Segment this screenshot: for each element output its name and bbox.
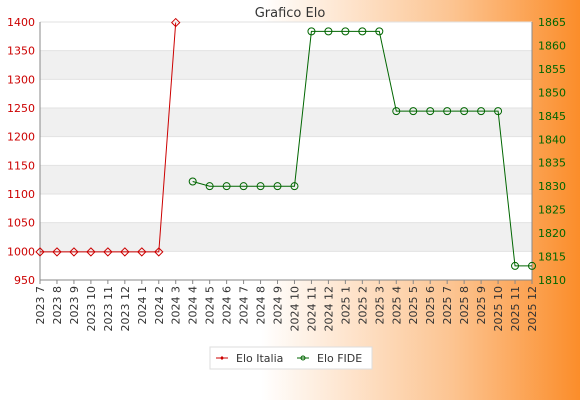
right-tick-label: 1825 bbox=[538, 204, 566, 217]
left-tick-label: 1050 bbox=[7, 217, 35, 230]
data-point bbox=[239, 182, 248, 191]
x-tick-label: 2023 11 bbox=[102, 286, 115, 332]
data-point bbox=[120, 247, 130, 257]
data-point bbox=[511, 261, 520, 270]
x-tick-label: 2024 11 bbox=[305, 286, 318, 332]
grid-band bbox=[40, 50, 532, 80]
right-tick-label: 1810 bbox=[538, 274, 566, 287]
right-tick-label: 1865 bbox=[538, 16, 566, 29]
left-tick-label: 1300 bbox=[7, 73, 35, 86]
data-point bbox=[426, 107, 435, 116]
x-tick-label: 2025 10 bbox=[492, 286, 505, 332]
data-point bbox=[341, 27, 350, 36]
legend-label: Elo Italia bbox=[236, 352, 283, 365]
x-tick-label: 2024 2 bbox=[153, 286, 166, 325]
right-tick-label: 1830 bbox=[538, 180, 566, 193]
left-tick-label: 1150 bbox=[7, 159, 35, 172]
legend-swatch-marker bbox=[300, 355, 306, 361]
chart-title: Grafico Elo bbox=[255, 6, 326, 21]
left-tick-label: 1250 bbox=[7, 102, 35, 115]
grid-band bbox=[40, 165, 532, 194]
data-point bbox=[86, 247, 96, 257]
x-tick-label: 2024 1 bbox=[136, 286, 149, 325]
x-tick-label: 2025 8 bbox=[458, 286, 471, 325]
data-point bbox=[35, 247, 45, 257]
right-tick-label: 1815 bbox=[538, 251, 566, 264]
left-tick-label: 1200 bbox=[7, 131, 35, 144]
left-tick-label: 1400 bbox=[7, 16, 35, 29]
legend-label: Elo FIDE bbox=[317, 352, 362, 365]
grid-band bbox=[40, 108, 532, 137]
x-tick-label: 2024 10 bbox=[288, 286, 301, 332]
x-tick-label: 2023 10 bbox=[85, 286, 98, 332]
left-tick-label: 1100 bbox=[7, 188, 35, 201]
data-point bbox=[137, 247, 147, 257]
x-tick-label: 2025 9 bbox=[475, 286, 488, 325]
x-tick-label: 2025 7 bbox=[441, 286, 454, 325]
x-tick-label: 2024 8 bbox=[255, 286, 268, 325]
data-point bbox=[307, 27, 316, 36]
series-line bbox=[192, 30, 532, 267]
x-tick-label: 2025 5 bbox=[407, 286, 420, 325]
legend-box bbox=[209, 346, 373, 370]
right-tick-label: 1835 bbox=[538, 157, 566, 170]
series-line bbox=[40, 22, 177, 253]
x-tick-label: 2024 4 bbox=[187, 286, 200, 325]
x-tick-label: 2025 12 bbox=[526, 286, 539, 332]
series-elo-fide bbox=[188, 27, 536, 270]
legend-swatch-marker bbox=[220, 356, 224, 360]
series-elo-italia bbox=[35, 17, 181, 257]
right-tick-label: 1860 bbox=[538, 39, 566, 52]
x-tick-label: 2023 8 bbox=[51, 286, 64, 325]
data-point bbox=[358, 27, 367, 36]
right-tick-label: 1840 bbox=[538, 133, 566, 146]
right-tick-label: 1855 bbox=[538, 63, 566, 76]
data-point bbox=[69, 247, 79, 257]
right-tick-label: 1850 bbox=[538, 86, 566, 99]
right-tick-label: 1820 bbox=[538, 227, 566, 240]
x-tick-label: 2024 12 bbox=[322, 286, 335, 332]
data-point bbox=[494, 107, 503, 116]
left-tick-label: 1000 bbox=[7, 245, 35, 258]
x-tick-label: 2024 3 bbox=[170, 286, 183, 325]
data-point bbox=[324, 27, 333, 36]
x-tick-label: 2025 1 bbox=[339, 286, 352, 325]
data-point bbox=[222, 182, 231, 191]
data-point bbox=[52, 247, 62, 257]
x-tick-label: 2025 11 bbox=[509, 286, 522, 332]
x-tick-label: 2023 12 bbox=[119, 286, 132, 332]
data-point bbox=[205, 182, 214, 191]
x-tick-label: 2025 6 bbox=[424, 286, 437, 325]
x-tick-label: 2025 2 bbox=[356, 286, 369, 325]
x-tick-label: 2024 7 bbox=[238, 286, 251, 325]
data-point bbox=[188, 177, 197, 186]
left-tick-label: 950 bbox=[14, 274, 35, 287]
right-tick-label: 1845 bbox=[538, 110, 566, 123]
data-point bbox=[528, 261, 536, 270]
data-point bbox=[154, 247, 164, 257]
x-tick-label: 2025 4 bbox=[390, 286, 403, 325]
data-point bbox=[273, 182, 282, 191]
x-tick-label: 2025 3 bbox=[373, 286, 386, 325]
data-point bbox=[171, 17, 181, 28]
x-tick-label: 2024 9 bbox=[272, 286, 285, 325]
x-tick-label: 2023 9 bbox=[68, 286, 81, 325]
x-tick-label: 2024 5 bbox=[204, 286, 217, 325]
data-point bbox=[375, 27, 384, 36]
grid-band bbox=[40, 222, 532, 252]
left-tick-label: 1350 bbox=[7, 45, 35, 58]
data-point bbox=[256, 182, 265, 191]
data-point bbox=[290, 182, 299, 191]
data-point bbox=[460, 107, 469, 116]
data-point bbox=[103, 247, 113, 257]
data-point bbox=[392, 107, 401, 116]
data-point bbox=[477, 107, 486, 116]
x-tick-label: 2023 7 bbox=[34, 286, 47, 325]
x-tick-label: 2024 6 bbox=[221, 286, 234, 325]
data-point bbox=[443, 107, 452, 116]
data-point bbox=[409, 107, 418, 116]
legend: Elo Italia Elo FIDE bbox=[209, 346, 373, 370]
